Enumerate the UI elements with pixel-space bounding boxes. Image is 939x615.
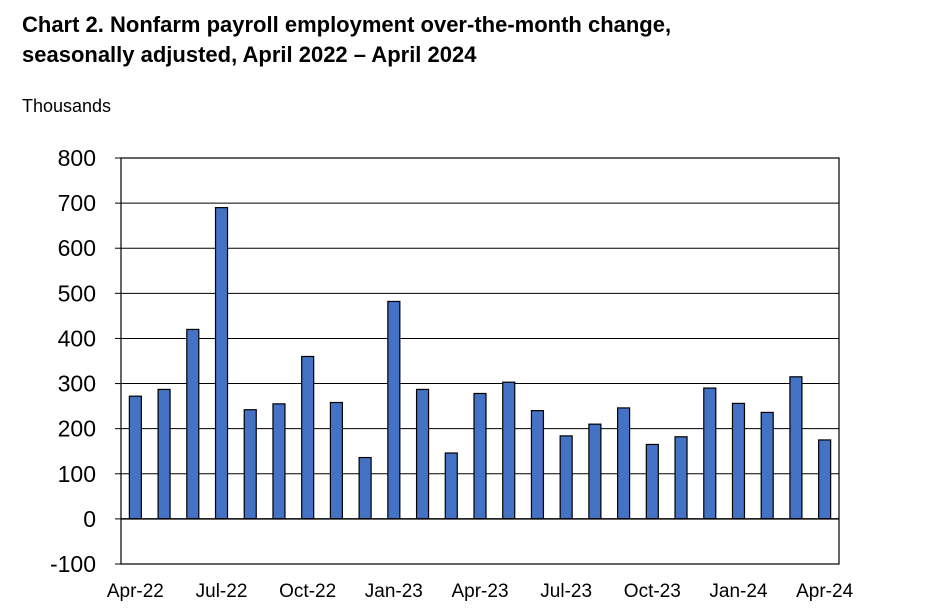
bar-Apr-23	[473, 392, 487, 520]
bar-Dec-23	[703, 387, 717, 520]
y-tick-label: 700	[58, 190, 96, 216]
bar-Aug-23	[588, 423, 602, 520]
x-tick-label: Jul-22	[196, 581, 248, 602]
bar-Nov-23	[674, 436, 688, 520]
gridlines	[121, 202, 839, 475]
bar-Apr-22	[128, 395, 142, 520]
y-tick-label: 600	[58, 235, 96, 261]
bar-Nov-22	[329, 401, 343, 520]
bar-Jan-24	[731, 402, 746, 520]
chart-title-line-2: seasonally adjusted, April 2022 – April …	[22, 42, 477, 67]
bar-Jan-23	[387, 300, 401, 520]
bar-Mar-23	[444, 452, 458, 520]
x-tick-label: Jul-23	[540, 581, 592, 602]
x-tick-labels: Apr-22 Jul-22 Oct-22 Jan-23 Apr-23 Jul-23 Oct-…	[107, 581, 854, 602]
x-tick-label: Oct-23	[624, 581, 681, 602]
plot-area-border	[120, 157, 840, 565]
x-tick-label: Apr-24	[796, 581, 853, 602]
x-tick-label: Apr-23	[451, 581, 508, 602]
chart-title-line-1: Chart 2. Nonfarm payroll employment over…	[22, 12, 672, 37]
bar-May-22	[157, 388, 171, 520]
bar-Feb-23	[415, 388, 430, 520]
y-tick-label: 400	[58, 325, 96, 351]
x-tick-label: Apr-22	[107, 581, 164, 602]
chart-title: Chart 2. Nonfarm payroll employment over…	[22, 10, 922, 70]
y-tick-labels: -100 0 100 200 300 400 500 600 700 800	[50, 145, 96, 577]
bar-Mar-24	[789, 376, 803, 520]
bar-Jun-23	[530, 410, 545, 520]
y-tick-label: 300	[58, 371, 96, 397]
axes	[115, 157, 840, 565]
bar-Jun-22	[186, 328, 200, 520]
bar-Feb-24	[760, 411, 774, 520]
bar-Apr-24	[818, 439, 832, 520]
y-axis-units-label: Thousands	[22, 96, 112, 116]
bar-Sep-22	[272, 403, 286, 520]
x-tick-label: Oct-22	[279, 581, 336, 602]
y-tick-label: -100	[50, 551, 96, 577]
bar-Sep-23	[616, 407, 631, 520]
x-tick-label: Jan-24	[709, 581, 768, 602]
bar-May-23	[502, 381, 516, 520]
bars	[128, 207, 832, 520]
y-tick-label: 200	[58, 416, 96, 442]
bar-Aug-22	[243, 409, 257, 520]
y-tick-label: 0	[83, 506, 96, 532]
bar-Oct-23	[645, 443, 659, 520]
y-tick-label: 800	[58, 145, 96, 171]
x-tick-label: Jan-23	[365, 581, 423, 602]
bar-Jul-22	[214, 207, 229, 520]
bar-Jul-23	[559, 435, 573, 520]
bar-Oct-22	[301, 355, 315, 520]
y-tick-label: 100	[58, 461, 96, 487]
y-tick-label: 500	[58, 280, 96, 306]
bar-Dec-22	[358, 456, 372, 520]
